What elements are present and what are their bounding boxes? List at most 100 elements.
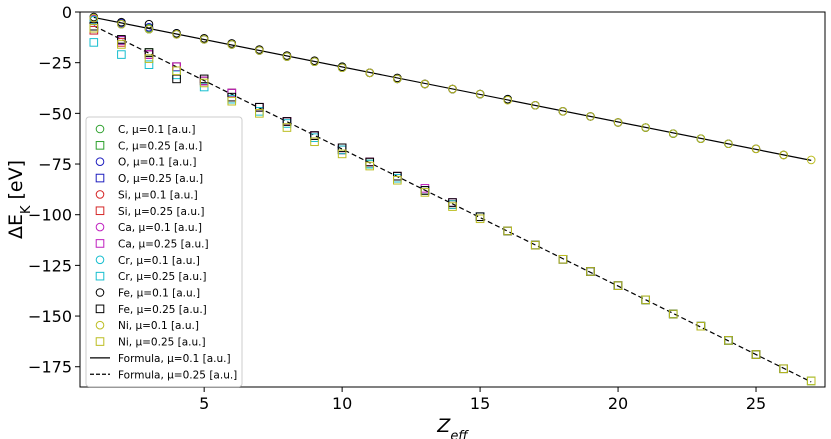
data-point [337,149,347,159]
data-point [199,78,209,88]
data-point [668,309,678,319]
legend-label: Cr, μ=0.25 [a.u.] [118,271,206,283]
data-point [668,309,678,319]
data-point [806,155,816,165]
legend-label: Ni, μ=0.1 [a.u.] [118,320,199,332]
data-point [144,48,154,57]
data-point [117,50,126,59]
data-point [503,226,512,236]
data-point [586,267,595,276]
data-point [282,123,292,132]
y-tick-label: 0 [62,3,72,22]
data-point [172,66,181,76]
data-point [751,350,761,359]
data-point [530,240,540,250]
legend-marker [95,173,105,183]
data-point [117,40,126,49]
axes-frame [79,11,826,388]
legend-marker [95,255,105,265]
legend-label: Fe, μ=0.1 [a.u.] [118,288,200,300]
data-point [613,118,623,127]
data-point [337,63,347,73]
data-point [475,214,485,224]
data-point [751,144,761,154]
data-point [227,40,237,49]
legend-label: Ca, μ=0.25 [a.u.] [118,238,209,250]
data-point [310,131,319,140]
data-point [448,202,457,211]
data-point [393,175,402,185]
data-point [668,309,678,319]
legend-label: Formula, μ=0.25 [a.u.] [118,369,237,381]
x-tick-label: 25 [746,394,766,413]
legend-marker [95,157,105,166]
legend-label: O, μ=0.1 [a.u.] [118,157,196,169]
data-point [420,188,430,197]
axis-ticks: 5 10 15 20 25 0 −25 −50 −75 −100 −125 −150 −175 [28,3,766,413]
data-point [144,60,154,70]
data-point [475,89,485,99]
data-point [255,102,264,112]
data-point [806,376,816,386]
data-point [365,68,375,78]
data-point [117,17,126,27]
data-point [503,226,512,236]
x-tick-label: 5 [199,394,209,413]
data-point [89,23,99,33]
data-point [172,74,181,84]
data-point [89,13,99,23]
legend-label: Si, μ=0.25 [a.u.] [118,206,204,218]
legend-marker [95,239,105,248]
y-tick-label: −75 [38,155,72,174]
y-tick-label: −25 [38,54,72,73]
legend-marker [95,337,105,346]
legend-marker [95,320,105,330]
data-point [144,24,154,34]
axis-labels: Zeff ΔEK [eV] [5,160,469,439]
formula-line-1 [93,25,812,383]
data-point [503,226,512,236]
data-point [586,267,595,276]
legend-marker [95,206,105,216]
data-point [144,19,154,29]
data-point [668,129,678,138]
data-point [696,134,706,143]
data-point [282,117,292,126]
data-point [282,52,292,61]
data-point [144,22,154,32]
data-point [641,295,650,305]
legend-label: Ni, μ=0.25 [a.u.] [118,337,206,349]
legend-marker [95,222,105,232]
data-point [448,84,457,94]
data-point [393,74,402,84]
data-point [668,309,678,319]
y-tick-label: −50 [38,104,72,123]
data-point [586,267,595,276]
legend-label: Si, μ=0.1 [a.u.] [118,189,198,201]
x-axis-label: Zeff [436,415,469,439]
data-point [558,254,568,264]
data-point [530,100,540,110]
y-tick-label: −175 [28,358,72,377]
data-point [779,150,788,160]
y-axis-label: ΔEK [eV] [5,160,34,239]
data-point [613,281,623,290]
legend-label: Ca, μ=0.1 [a.u.] [118,222,202,234]
legend-label: Formula, μ=0.1 [a.u.] [118,353,231,365]
legend-marker [95,190,105,199]
y-tick-label: −125 [28,256,72,275]
legend-label: Fe, μ=0.25 [a.u.] [118,304,207,316]
legend-label: C, μ=0.25 [a.u.] [118,140,202,152]
legend-marker [95,304,105,314]
legend-marker [95,124,105,134]
data-point [337,143,347,153]
data-point [117,19,126,29]
data-point [503,226,512,236]
data-point [89,23,99,33]
legend-marker [95,288,105,297]
y-tick-label: −100 [28,206,72,225]
data-point [255,46,264,55]
data-point [503,226,512,236]
data-point [365,161,375,171]
